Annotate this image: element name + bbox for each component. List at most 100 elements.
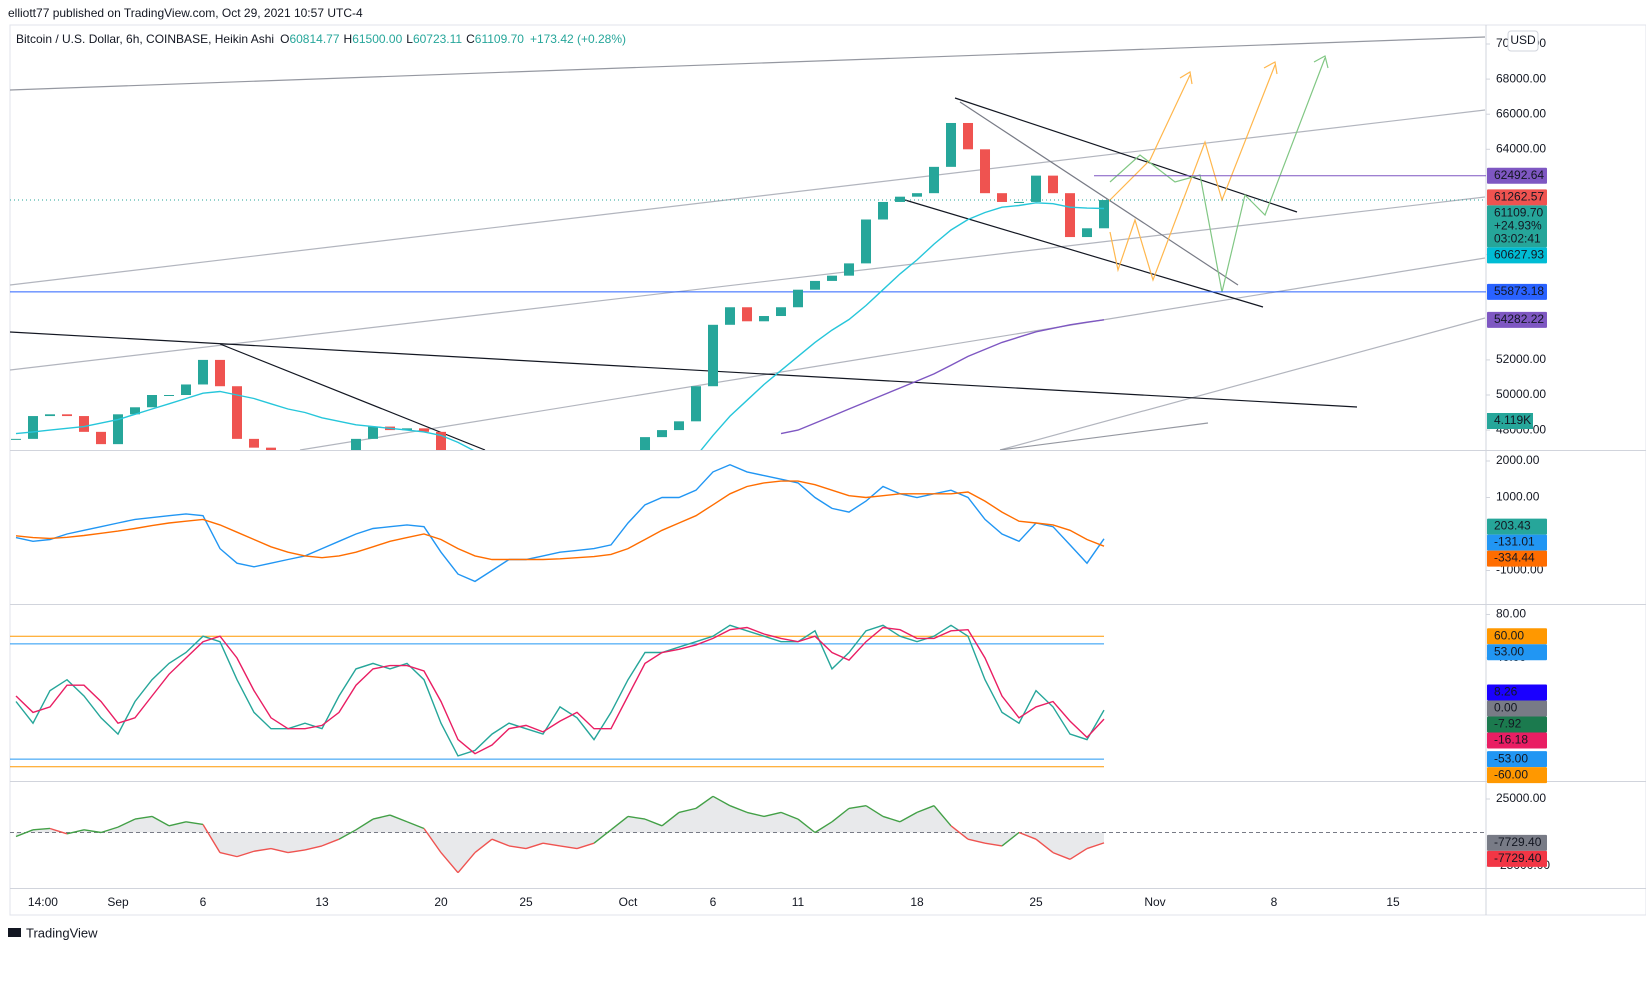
candle [504,504,514,509]
price-badge [1487,518,1547,535]
ohlc-value: 61500.00 [352,32,402,46]
price-badge [1487,834,1547,851]
y-tick-label: 52000.00 [1496,352,1546,366]
channel-line [299,257,1486,450]
price-badge [1487,247,1547,264]
ohlc-key: H [344,32,353,46]
currency-button[interactable] [1507,30,1539,52]
oscillator-segment [508,845,527,850]
oscillator-segment [610,815,629,831]
candle [878,201,889,220]
candle [1031,175,1042,202]
ohlc-value: 61109.70 [475,32,524,46]
y-tick-label: 25000.00 [1496,791,1546,805]
oscillator-segment [219,851,238,858]
x-tick-label: 20 [434,895,448,909]
oscillator-segment [1035,838,1054,854]
drawings [10,36,1486,450]
oscillator-segment [15,829,34,838]
x-tick-label: 14:00 [28,895,58,909]
projection-arrow [1104,74,1191,206]
oscillator-segment [134,815,153,820]
price-badge-label: -7729.40 [1494,835,1542,849]
channel-line [999,422,1209,450]
candle [725,307,736,325]
oscillator-segment [746,811,765,818]
candle [572,520,582,536]
ohlc-key: C [466,32,475,46]
oscillator-segment [712,795,731,807]
price-badge [1487,167,1547,184]
candle [214,359,225,387]
price-badge-label: -16.18 [1494,733,1528,747]
price-badge [1487,850,1547,867]
price-badge-label: -334.44 [1494,551,1535,565]
currency-label[interactable]: USD [1510,33,1536,47]
candle [1082,228,1093,238]
candle [793,289,804,308]
candle [1048,175,1059,194]
oscillator-segment [763,811,782,818]
candle [980,149,991,194]
price-badge-label: 62492.64 [1494,168,1544,182]
candle [367,426,378,439]
candle [283,451,293,456]
indicator-line [15,624,1105,757]
oscillator-segment [100,826,119,834]
candle [997,193,1008,202]
indicator-line [15,626,1105,755]
price-badge [1487,644,1547,661]
candle [1099,200,1110,229]
candle [657,430,668,438]
channel-line [999,317,1486,450]
price-badge [1487,732,1547,749]
x-tick-label: Nov [1144,895,1165,909]
candle [10,438,21,440]
price-badge-label: 53.00 [1494,644,1524,658]
oscillator-segment [1069,847,1088,860]
oscillator-segment [32,827,51,831]
projection-arrow [1109,64,1276,282]
candle [1014,201,1025,203]
volume-badge-bg [1487,413,1533,429]
oscillator-segment [168,821,187,827]
candle [759,316,770,322]
price-badge-label: 60627.93 [1494,248,1544,262]
footer-brand: TradingView [26,925,98,940]
oscillator-segment [882,815,901,823]
chart-frame [9,24,1646,916]
wedge-line [954,97,1298,213]
oscillator-segment [831,807,850,823]
price-badge-label: 203.43 [1494,519,1531,533]
oscillator-segment [287,849,306,854]
price-badge-label: 0.00 [1494,701,1518,715]
oscillator-segment [355,818,374,831]
ohlc-key: L [406,32,413,46]
candle [248,438,259,448]
candle [963,122,974,150]
price-badge [1487,534,1547,551]
oscillator-area [15,796,1105,873]
arrow-head [1313,55,1329,69]
oscillator-segment [644,818,663,827]
price-badge [1487,311,1547,328]
oscillator-segment [304,845,323,851]
candle [538,521,548,525]
candle [265,447,276,450]
oscillator-segment [1052,851,1071,860]
candle [589,535,599,544]
x-tick-label: 6 [200,895,207,909]
oscillator-segment [950,825,969,840]
candle [95,431,106,445]
y-tick-label: 80.00 [1496,607,1526,621]
candle [419,428,430,432]
price-badge-label: -60.00 [1494,767,1528,781]
x-tick-label: Oct [619,895,638,909]
price-badge-label: -53.00 [1494,751,1528,765]
oscillator-segment [695,795,714,809]
candle [436,431,447,450]
x-tick-label: 25 [519,895,533,909]
x-tick-label: 11 [792,895,805,909]
oscillator-segment [66,829,85,835]
